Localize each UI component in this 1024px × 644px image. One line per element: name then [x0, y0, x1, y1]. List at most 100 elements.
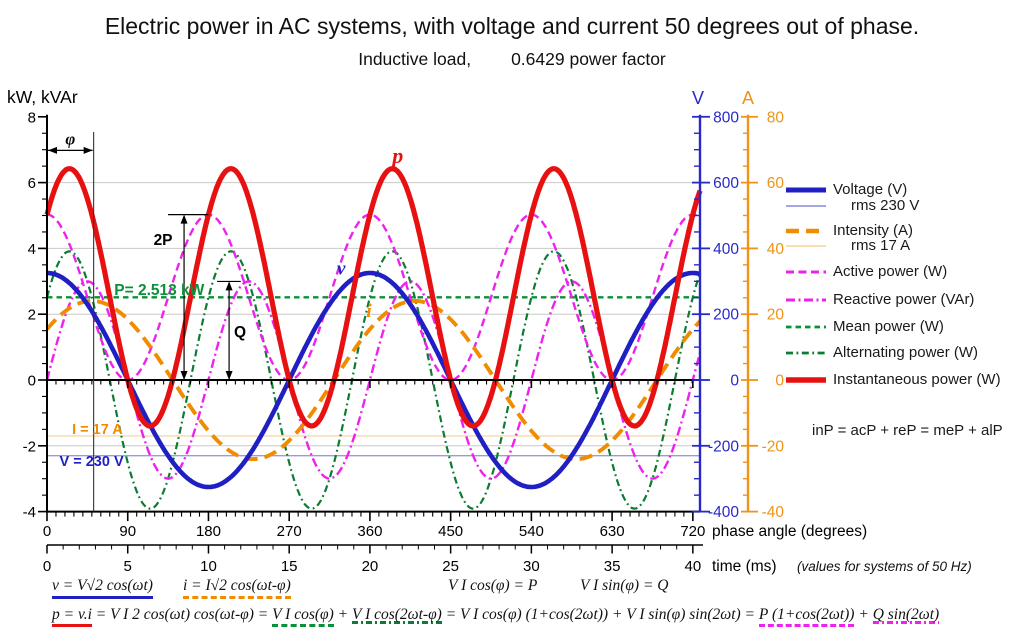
svg-text:400: 400	[713, 241, 739, 258]
formula-term-1: = V I 2 cos(ωt) cos(ωt-φ) =	[91, 606, 273, 623]
formula-term-3: +	[333, 606, 352, 623]
formula-voltage: v = V√2 cos(ωt)	[52, 577, 153, 599]
curve-intensity	[45, 298, 702, 462]
svg-text:phase angle (degrees): phase angle (degrees)	[712, 523, 867, 540]
svg-text:2P: 2P	[154, 232, 173, 249]
svg-text:(values for systems of 50 Hz): (values for systems of 50 Hz)	[797, 559, 972, 574]
svg-text:450: 450	[438, 523, 463, 540]
formula-identity-3: V I sin(φ) = Q	[580, 577, 669, 594]
svg-text:35: 35	[604, 558, 621, 575]
legend-swatch-alternating-line	[786, 351, 826, 355]
formula-term-mean: V I cos(φ)	[272, 606, 334, 627]
svg-text:8: 8	[28, 109, 36, 126]
formula-term-5: = V I cos(φ) (1+cos(2ωt)) + V I sin(φ) s…	[441, 606, 759, 623]
legend-swatch-reactive-line	[786, 298, 826, 302]
svg-text:180: 180	[196, 523, 221, 540]
legend-label: Mean power (W)	[833, 318, 944, 335]
formula-intensity: i = I√2 cos(ωt-φ)	[183, 577, 291, 599]
svg-text:0: 0	[43, 558, 51, 575]
svg-text:6: 6	[28, 175, 36, 192]
legend-label: Reactive power (VAr)	[833, 291, 975, 308]
legend-label: Active power (W)	[833, 263, 948, 280]
svg-text:25: 25	[442, 558, 459, 575]
svg-text:0: 0	[43, 523, 51, 540]
legend-swatch-intensity-line	[786, 228, 826, 234]
svg-text:P= 2.513 kW: P= 2.513 kW	[114, 282, 204, 299]
svg-text:60: 60	[767, 175, 785, 192]
legend-swatch-active-line	[786, 270, 826, 274]
data-curves	[44, 166, 703, 510]
svg-text:p: p	[390, 143, 403, 168]
svg-text:Q: Q	[234, 324, 246, 341]
curve-instantaneous	[44, 166, 703, 429]
svg-text:-200: -200	[708, 438, 739, 455]
svg-text:-40: -40	[762, 504, 785, 521]
legend-label: Intensity (A)	[833, 222, 914, 239]
svg-text:360: 360	[357, 523, 382, 540]
svg-text:20: 20	[362, 558, 379, 575]
svg-text:I = 17 A: I = 17 A	[72, 422, 123, 438]
svg-text:200: 200	[713, 307, 739, 324]
annotations: φ 2P Q P= 2.513 kW I = 17 A V = 230 V p vi	[48, 129, 403, 512]
svg-text:V = 230 V: V = 230 V	[60, 454, 124, 470]
svg-text:V: V	[692, 88, 704, 108]
svg-text:10: 10	[200, 558, 217, 575]
legend-label: rms 17 A	[851, 237, 911, 254]
svg-text:40: 40	[684, 558, 701, 575]
formula-term-active: P (1+cos(2ωt))	[758, 606, 855, 627]
voltage-axis: 800 600 400 200 0 -200 -400 V	[692, 88, 739, 521]
legend-label: Alternating power (W)	[833, 344, 979, 361]
formula-term-7: +	[854, 606, 873, 623]
formula-term-instantaneous: p = v.i	[52, 606, 92, 627]
svg-text:A: A	[742, 88, 754, 108]
power-identity-equation: inP = acP + reP = meP + alP	[812, 422, 1003, 439]
svg-text:630: 630	[600, 523, 625, 540]
formula-term-reactive: Q sin(2ωt)	[872, 606, 940, 624]
svg-text:80: 80	[767, 109, 785, 126]
svg-text:270: 270	[277, 523, 302, 540]
power-axis: 8 6 4 2 0 -2 -4 kW, kVAr	[7, 87, 78, 521]
svg-text:-4: -4	[23, 504, 36, 521]
formula-row-instantaneous-power: p = v.i = V I 2 cos(ωt) cos(ωt-φ) = V I …	[52, 606, 1024, 627]
subtitle-power-factor: 0.6429 power factor	[511, 49, 666, 69]
legend-label: rms 230 V	[851, 197, 920, 214]
svg-text:15: 15	[281, 558, 298, 575]
curve-voltage	[47, 270, 701, 490]
formula-term-alternating: V I cos(2ωt-φ)	[352, 606, 442, 624]
svg-text:-20: -20	[762, 438, 785, 455]
svg-text:540: 540	[519, 523, 544, 540]
curve-reactive	[45, 280, 702, 480]
svg-text:v: v	[337, 259, 346, 280]
svg-text:5: 5	[124, 558, 132, 575]
page-title: Electric power in AC systems, with volta…	[104, 13, 920, 39]
legend-swatch-voltage-line	[786, 187, 826, 193]
phase-axis: 0 90 180 270 360 450 540 630 720 phase angle (deg…	[43, 510, 867, 540]
legend-swatch-intensity_rms-line	[786, 245, 826, 247]
time-axis: 0 5 10 15 20 25 30 35 40 time (ms) (values for sys…	[43, 544, 972, 575]
legend-label: Instantaneous power (W)	[833, 371, 1001, 388]
legend-swatch-mean-line	[786, 325, 826, 329]
current-axis: 80 60 40 20 0 -20 -40 A	[741, 88, 784, 521]
svg-text:-2: -2	[23, 438, 36, 455]
svg-text:90: 90	[119, 523, 136, 540]
svg-text:time (ms): time (ms)	[712, 558, 777, 575]
svg-text:i: i	[366, 301, 372, 322]
svg-text:0: 0	[730, 373, 739, 390]
svg-text:2: 2	[28, 307, 36, 324]
svg-text:600: 600	[713, 175, 739, 192]
svg-text:20: 20	[767, 307, 785, 324]
page-subtitle: Inductive load, 0.6429 power factor	[0, 49, 1024, 70]
curve-alternating	[45, 250, 702, 510]
legend-label: Voltage (V)	[833, 181, 908, 198]
svg-text:800: 800	[713, 109, 739, 126]
legend-swatch-instantaneous-line	[786, 377, 826, 383]
curve-active	[46, 213, 701, 382]
svg-text:720: 720	[680, 523, 705, 540]
svg-text:φ: φ	[65, 129, 75, 148]
svg-text:kW, kVAr: kW, kVAr	[7, 87, 78, 107]
legend-swatch-voltage_rms-line	[786, 205, 826, 207]
svg-text:30: 30	[523, 558, 540, 575]
subtitle-load-type: Inductive load,	[358, 49, 472, 69]
